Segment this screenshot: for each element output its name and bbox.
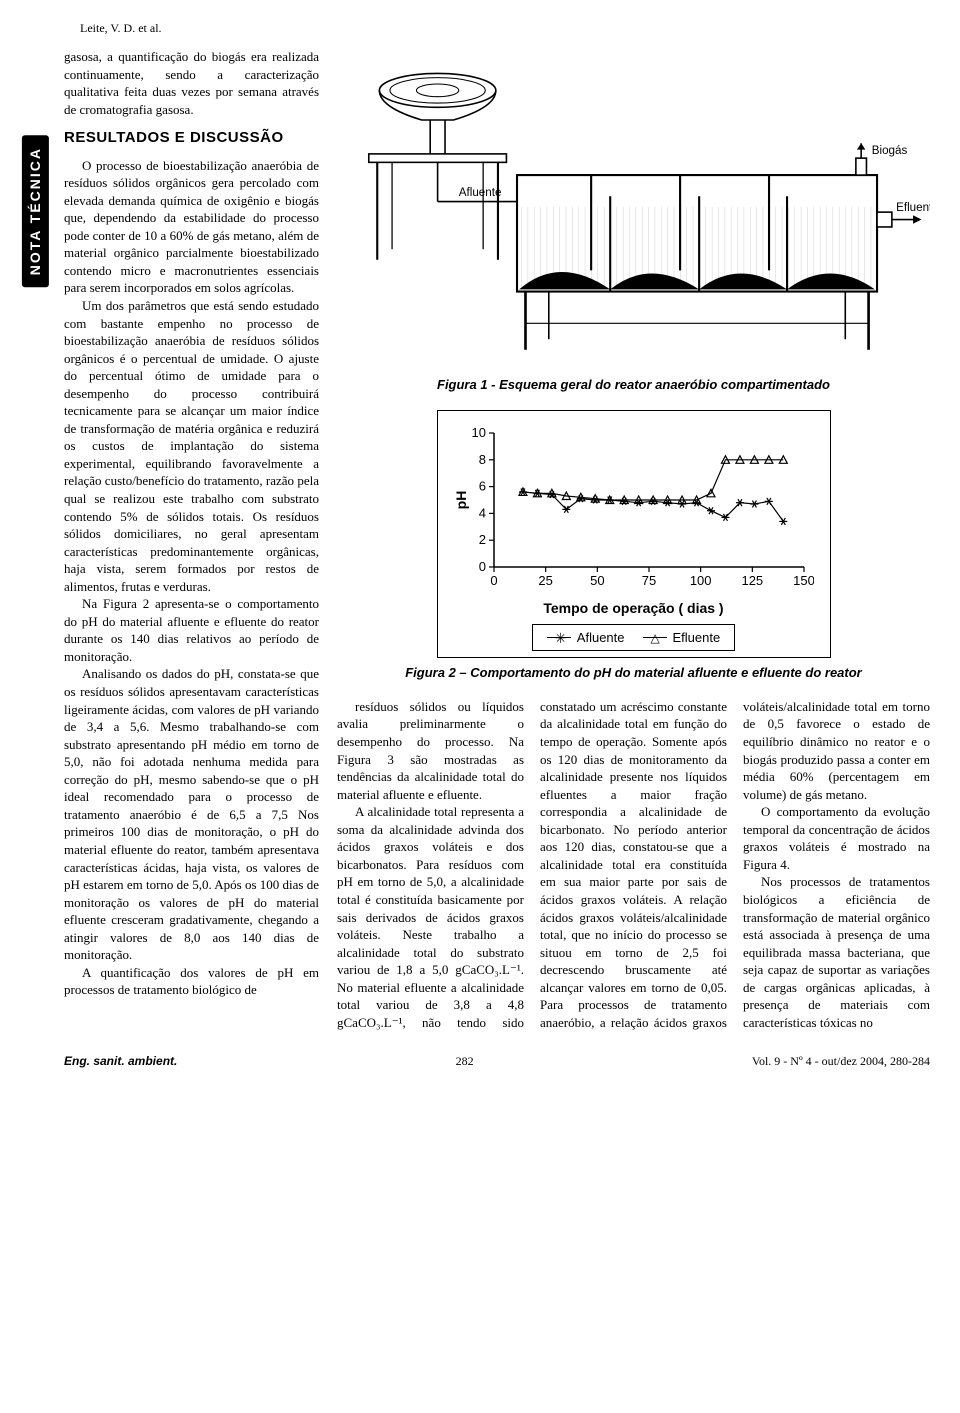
chart-legend: Afluente Efluente xyxy=(532,624,735,652)
triangle-icon xyxy=(643,631,667,645)
figure-2-caption: Figura 2 – Comportamento do pH do materi… xyxy=(337,664,930,682)
ph-chart: 02468100255075100125150pH xyxy=(454,425,814,595)
svg-text:150: 150 xyxy=(793,573,814,588)
paragraph: A quantificação dos valores de pH em pro… xyxy=(64,964,319,999)
author-line: Leite, V. D. et al. xyxy=(80,20,930,36)
paragraph: Nos processos de tratamentos biológicos … xyxy=(743,873,930,1031)
svg-text:2: 2 xyxy=(478,532,485,547)
left-column: gasosa, a quantificação do biogás era re… xyxy=(64,48,319,1031)
label-afluente: Afluente xyxy=(459,186,502,199)
footer-journal: Eng. sanit. ambient. xyxy=(64,1053,177,1069)
paragraph: resíduos sólidos ou líquidos avalia prel… xyxy=(337,698,524,803)
svg-text:pH: pH xyxy=(454,491,469,510)
body-left-text: O processo de bioestabilização anaeróbia… xyxy=(64,157,319,999)
svg-text:6: 6 xyxy=(478,479,485,494)
svg-text:50: 50 xyxy=(590,573,604,588)
svg-text:8: 8 xyxy=(478,452,485,467)
svg-text:4: 4 xyxy=(478,505,485,520)
svg-text:0: 0 xyxy=(490,573,497,588)
svg-text:25: 25 xyxy=(538,573,552,588)
paragraph: O processo de bioestabilização anaeróbia… xyxy=(64,157,319,297)
figure-1: Afluente xyxy=(337,48,930,394)
main-content: gasosa, a quantificação do biogás era re… xyxy=(64,48,930,1031)
right-area: Afluente xyxy=(337,48,930,1031)
intro-paragraph: gasosa, a quantificação do biogás era re… xyxy=(64,48,319,118)
page-footer: Eng. sanit. ambient. 282 Vol. 9 - Nº 4 -… xyxy=(64,1053,930,1069)
svg-text:100: 100 xyxy=(689,573,711,588)
footer-page-number: 282 xyxy=(456,1053,474,1069)
footer-issue: Vol. 9 - Nº 4 - out/dez 2004, 280-284 xyxy=(752,1053,930,1069)
body-columns: resíduos sólidos ou líquidos avalia prel… xyxy=(337,698,930,1031)
section-heading: RESULTADOS E DISCUSSÃO xyxy=(64,128,319,148)
paragraph: Um dos parâmetros que está sendo estudad… xyxy=(64,297,319,595)
sidebar-badge: NOTA TÉCNICA xyxy=(22,135,49,287)
svg-text:0: 0 xyxy=(478,559,485,574)
figure-2: 02468100255075100125150pH Tempo de opera… xyxy=(337,410,930,682)
x-axis-label: Tempo de operação ( dias ) xyxy=(454,599,814,618)
legend-afluente-label: Afluente xyxy=(577,629,625,647)
star-icon xyxy=(547,631,571,645)
label-efluente: Efluente xyxy=(896,201,930,214)
reactor-diagram: Afluente xyxy=(337,48,930,366)
legend-efluente-label: Efluente xyxy=(673,629,721,647)
label-biogas: Biogás xyxy=(872,144,908,157)
svg-text:10: 10 xyxy=(471,425,485,440)
svg-text:75: 75 xyxy=(641,573,655,588)
legend-afluente: Afluente xyxy=(547,629,625,647)
svg-text:125: 125 xyxy=(741,573,763,588)
paragraph: Na Figura 2 apresenta-se o comportamento… xyxy=(64,595,319,665)
paragraph: Analisando os dados do pH, constata-se q… xyxy=(64,665,319,963)
paragraph: O comportamento da evolução temporal da … xyxy=(743,803,930,873)
figure-1-caption: Figura 1 - Esquema geral do reator anaer… xyxy=(337,376,930,394)
chart-frame: 02468100255075100125150pH Tempo de opera… xyxy=(437,410,831,658)
legend-efluente: Efluente xyxy=(643,629,721,647)
